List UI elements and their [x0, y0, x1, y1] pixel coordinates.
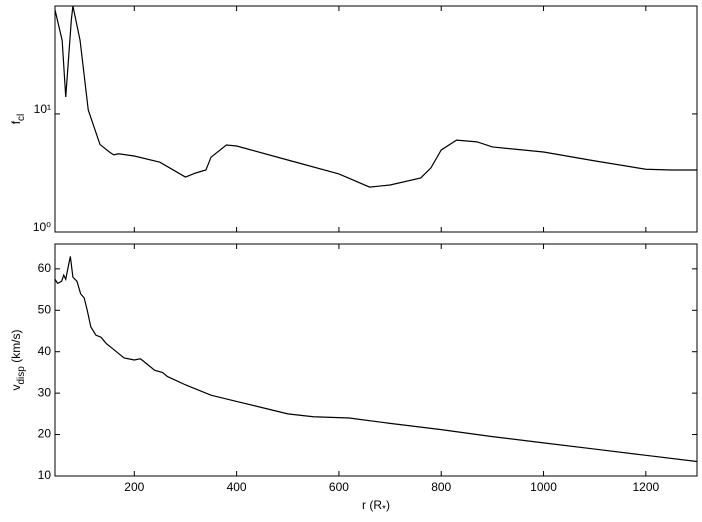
plot: [55, 6, 697, 188]
data-line: [55, 6, 697, 188]
x-tick-label: 400: [227, 480, 247, 494]
plot: [55, 256, 697, 463]
frame: [54, 243, 698, 477]
y-label-part: (km/s): [9, 329, 23, 366]
x-label-part: r (R: [362, 498, 382, 512]
y-label-part: cl: [16, 114, 27, 121]
y-label: fcl: [9, 114, 26, 125]
y-tick-label: 60: [38, 261, 52, 275]
y-label-part: disp: [16, 366, 27, 385]
x-label-part: *: [382, 504, 386, 515]
x-label-part: ): [386, 498, 390, 512]
y-label-part: v: [9, 385, 23, 391]
y-tick-label: 10¹: [34, 102, 51, 116]
y-tick-label: 10⁰: [33, 220, 51, 234]
y-tick-label: 20: [38, 427, 52, 441]
x-tick-label: 600: [329, 480, 349, 494]
x-tick-label: 800: [431, 480, 451, 494]
y-tick-label: 10: [38, 468, 52, 482]
y-label: vdisp (km/s): [9, 329, 26, 390]
y-tick-label: 30: [38, 385, 52, 399]
y-tick-label: 40: [38, 344, 52, 358]
y-tick-label: 50: [38, 302, 52, 316]
x-tick-label: 1000: [530, 480, 557, 494]
y-label-part: f: [9, 120, 23, 124]
x-tick-label: 1200: [632, 480, 659, 494]
data-line: [55, 256, 697, 463]
x-tick-label: 200: [124, 480, 144, 494]
x-label: r (R*): [362, 498, 390, 514]
frame: [54, 5, 698, 233]
